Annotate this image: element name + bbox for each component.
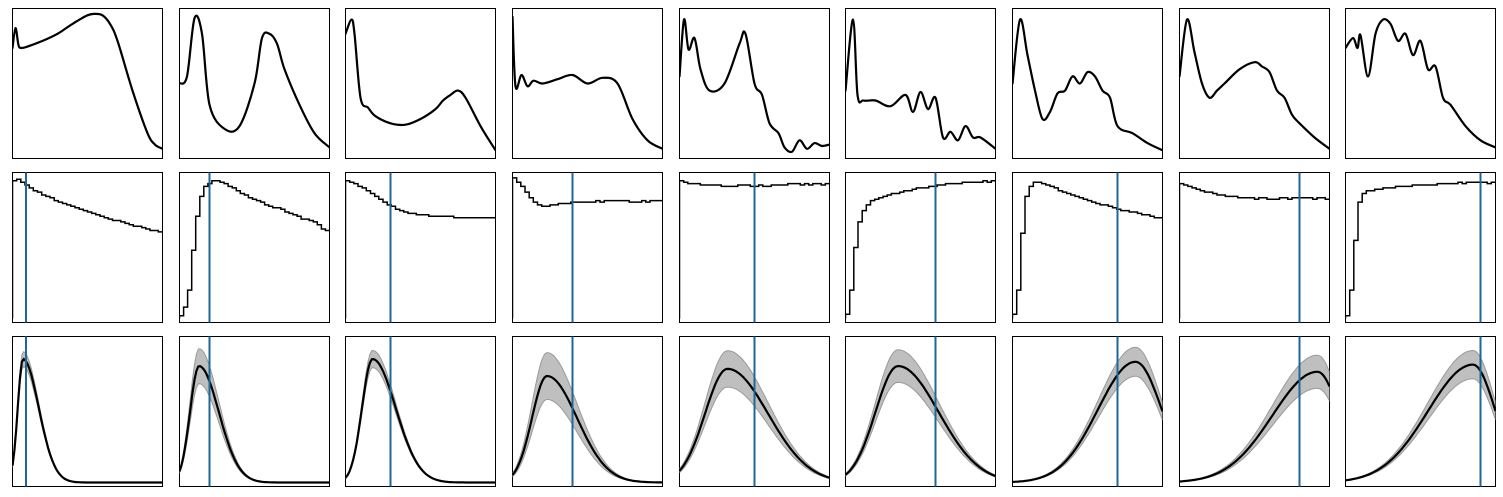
series-line — [1345, 17, 1496, 149]
panel-frame — [12, 8, 163, 159]
panel-r1-c4 — [512, 8, 663, 159]
panel-r3-c1 — [12, 336, 163, 487]
panel-frame — [1345, 172, 1496, 323]
histogram-steps — [12, 178, 163, 319]
panel-frame — [1345, 8, 1496, 159]
panel-r1-c6 — [845, 8, 996, 159]
histogram-steps — [345, 180, 496, 319]
mean-line — [179, 365, 330, 484]
histogram-steps — [1345, 181, 1496, 319]
confidence-band — [1345, 349, 1496, 482]
confidence-band — [1012, 346, 1163, 483]
series-line — [845, 18, 996, 150]
panel-r1-c5 — [679, 8, 830, 159]
panel-r3-c3 — [345, 336, 496, 487]
series-line — [345, 18, 496, 152]
panel-frame — [345, 336, 496, 487]
panel-r3-c7 — [1012, 336, 1163, 487]
histogram-steps — [179, 180, 330, 319]
panel-r1-c9 — [1345, 8, 1496, 159]
mean-line — [1012, 360, 1163, 483]
panel-r3-c6 — [845, 336, 996, 487]
panel-frame — [12, 336, 163, 487]
panel-frame — [179, 172, 330, 323]
panel-r3-c5 — [679, 336, 830, 487]
panel-r1-c2 — [179, 8, 330, 159]
histogram-steps — [1179, 182, 1330, 319]
panel-frame — [345, 172, 496, 323]
series-line — [679, 18, 830, 154]
panel-r3-c2 — [179, 336, 330, 487]
histogram-steps — [1012, 181, 1163, 319]
panel-r2-c1 — [12, 172, 163, 323]
histogram-steps — [512, 177, 663, 319]
panel-frame — [1012, 8, 1163, 159]
panel-frame — [1012, 172, 1163, 323]
panel-r3-c9 — [1345, 336, 1496, 487]
panel-r2-c4 — [512, 172, 663, 323]
panel-grid — [12, 8, 1496, 487]
panel-r2-c2 — [179, 172, 330, 323]
series-line — [179, 14, 330, 149]
panel-r2-c3 — [345, 172, 496, 323]
panel-r2-c9 — [1345, 172, 1496, 323]
histogram-steps — [845, 180, 996, 319]
panel-r2-c7 — [1012, 172, 1163, 323]
mean-line — [1179, 370, 1330, 483]
panel-frame — [1179, 8, 1330, 159]
panel-r2-c8 — [1179, 172, 1330, 323]
panel-frame — [345, 8, 496, 159]
panel-r2-c6 — [845, 172, 996, 323]
mean-line — [845, 364, 996, 478]
series-line — [512, 15, 663, 150]
series-line — [1012, 18, 1163, 152]
series-line — [1179, 18, 1330, 150]
panel-r2-c5 — [679, 172, 830, 323]
panel-frame — [845, 172, 996, 323]
mean-line — [512, 375, 663, 484]
panel-r3-c4 — [512, 336, 663, 487]
mean-line — [12, 357, 163, 484]
panel-r1-c8 — [1179, 8, 1330, 159]
panel-r3-c8 — [1179, 336, 1330, 487]
panel-r1-c1 — [12, 8, 163, 159]
panel-frame — [512, 172, 663, 323]
mean-line — [1345, 363, 1496, 482]
mean-line — [345, 357, 496, 484]
panel-frame — [1179, 172, 1330, 323]
panel-r1-c7 — [1012, 8, 1163, 159]
panel-r1-c3 — [345, 8, 496, 159]
series-line — [12, 12, 163, 150]
histogram-steps — [679, 180, 830, 319]
panel-frame — [12, 172, 163, 323]
